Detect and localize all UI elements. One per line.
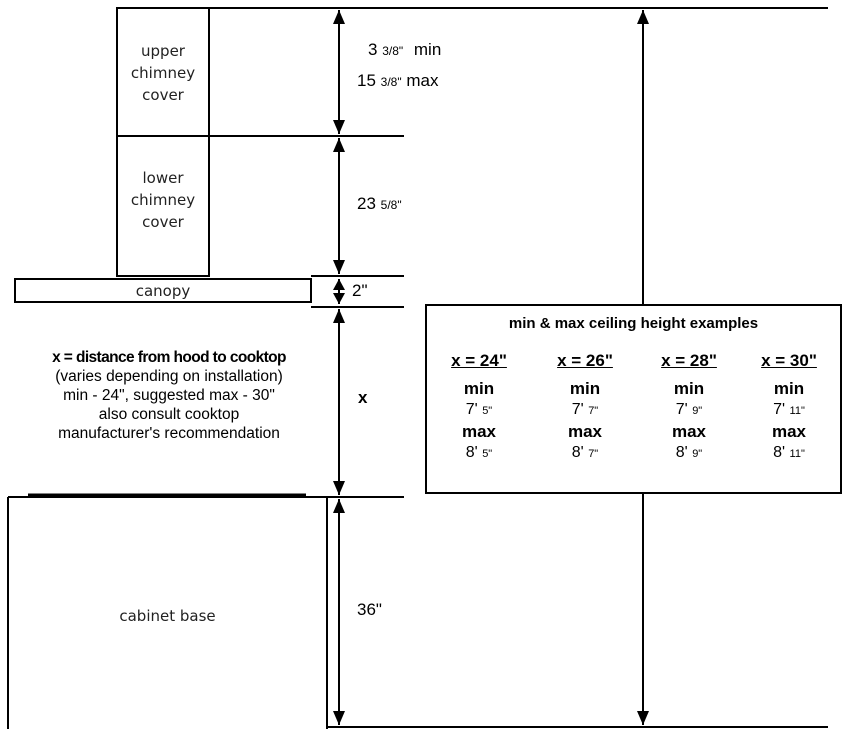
note-line-3: also consult cooktop xyxy=(98,406,240,423)
arrow-up-lower xyxy=(333,138,345,152)
min-inches: 11" xyxy=(789,405,805,417)
example-min-value: 7' 5" xyxy=(429,400,529,421)
upper-max-word: max xyxy=(406,71,439,90)
arrow-down-x xyxy=(333,481,345,495)
upper-chimney-cover-label: upper chimney cover xyxy=(130,42,196,104)
upper-min-dimension: 3 3/8" min xyxy=(368,38,441,63)
example-max-value: 8' 9" xyxy=(639,443,739,464)
arrow-up-cabinet xyxy=(333,499,345,513)
example-min-label: min xyxy=(673,379,705,398)
example-column: x = 30" min 7' 11" max 8' 11" xyxy=(739,350,839,464)
lower-fraction: 5/8" xyxy=(380,198,402,212)
example-x-value: x = 26" xyxy=(557,351,613,370)
note-line-4: manufacturer's recommendation xyxy=(58,425,280,442)
example-min-value: 7' 7" xyxy=(535,400,635,421)
example-x-value: x = 28" xyxy=(661,351,717,370)
x-dimension: x xyxy=(358,388,368,407)
lower-whole: 23 xyxy=(357,194,376,213)
min-inches: 9" xyxy=(692,405,703,417)
min-feet: 7' xyxy=(675,401,688,418)
upper-max-whole: 15 xyxy=(357,71,376,90)
example-min-value: 7' 9" xyxy=(639,400,739,421)
canopy-box xyxy=(14,278,312,303)
example-max-value: 8' 11" xyxy=(739,443,839,464)
example-x-value: x = 24" xyxy=(451,351,507,370)
arrow-down-upper xyxy=(333,120,345,134)
example-x-value: x = 30" xyxy=(761,351,817,370)
max-inches: 7" xyxy=(588,448,599,460)
note-line-2: min - 24", suggested max - 30" xyxy=(63,387,275,404)
example-max-label: max xyxy=(567,422,603,441)
max-feet: 8' xyxy=(465,444,478,461)
note-title: x = distance from hood to cooktop xyxy=(52,349,286,366)
example-min-label: min xyxy=(463,379,495,398)
distance-note: x = distance from hood to cooktop (varie… xyxy=(4,348,334,443)
min-inches: 5" xyxy=(482,405,493,417)
example-min-value: 7' 11" xyxy=(739,400,839,421)
arrow-down-lower xyxy=(333,260,345,274)
arrow-down-canopy xyxy=(333,293,345,304)
example-column: x = 28" min 7' 9" max 8' 9" xyxy=(639,350,739,464)
arrow-up-upper xyxy=(333,10,345,24)
arrow-up-canopy xyxy=(333,279,345,290)
upper-min-whole: 3 xyxy=(368,40,378,59)
example-max-value: 8' 7" xyxy=(535,443,635,464)
max-inches: 9" xyxy=(692,448,703,460)
canopy-dimension: 2" xyxy=(352,281,368,300)
example-column: x = 26" min 7' 7" max 8' 7" xyxy=(535,350,635,464)
arrow-up-x xyxy=(333,309,345,323)
max-feet: 8' xyxy=(571,444,584,461)
max-inches: 11" xyxy=(789,448,805,460)
ceiling-height-examples-box: min & max ceiling height examples x = 24… xyxy=(425,304,842,494)
example-column: x = 24" min 7' 5" max 8' 5" xyxy=(429,350,529,464)
upper-min-word: min xyxy=(413,40,442,59)
max-feet: 8' xyxy=(675,444,688,461)
example-max-label: max xyxy=(461,422,497,441)
example-min-label: min xyxy=(773,379,805,398)
max-inches: 5" xyxy=(482,448,493,460)
max-feet: 8' xyxy=(773,444,786,461)
lower-dimension: 23 5/8" xyxy=(357,192,402,217)
cabinet-base-label: cabinet base xyxy=(119,607,216,625)
canopy-label: canopy xyxy=(135,282,191,300)
arrow-down-cabinet xyxy=(333,711,345,725)
note-line-1: (varies depending on installation) xyxy=(55,368,283,385)
min-feet: 7' xyxy=(465,401,478,418)
example-max-label: max xyxy=(671,422,707,441)
lower-chimney-cover-label: lower chimney cover xyxy=(130,169,196,231)
cabinet-dimension: 36" xyxy=(357,600,382,619)
upper-min-fraction: 3/8" xyxy=(382,44,404,58)
upper-max-dimension: 15 3/8" max xyxy=(357,69,438,94)
min-feet: 7' xyxy=(571,401,584,418)
example-min-label: min xyxy=(569,379,601,398)
min-feet: 7' xyxy=(773,401,786,418)
example-max-label: max xyxy=(771,422,807,441)
examples-title: min & max ceiling height examples xyxy=(508,315,759,332)
example-max-value: 8' 5" xyxy=(429,443,529,464)
arrowheads xyxy=(333,10,649,725)
arrow-down-total xyxy=(637,711,649,725)
upper-max-fraction: 3/8" xyxy=(380,75,402,89)
arrow-up-total xyxy=(637,10,649,24)
min-inches: 7" xyxy=(588,405,599,417)
